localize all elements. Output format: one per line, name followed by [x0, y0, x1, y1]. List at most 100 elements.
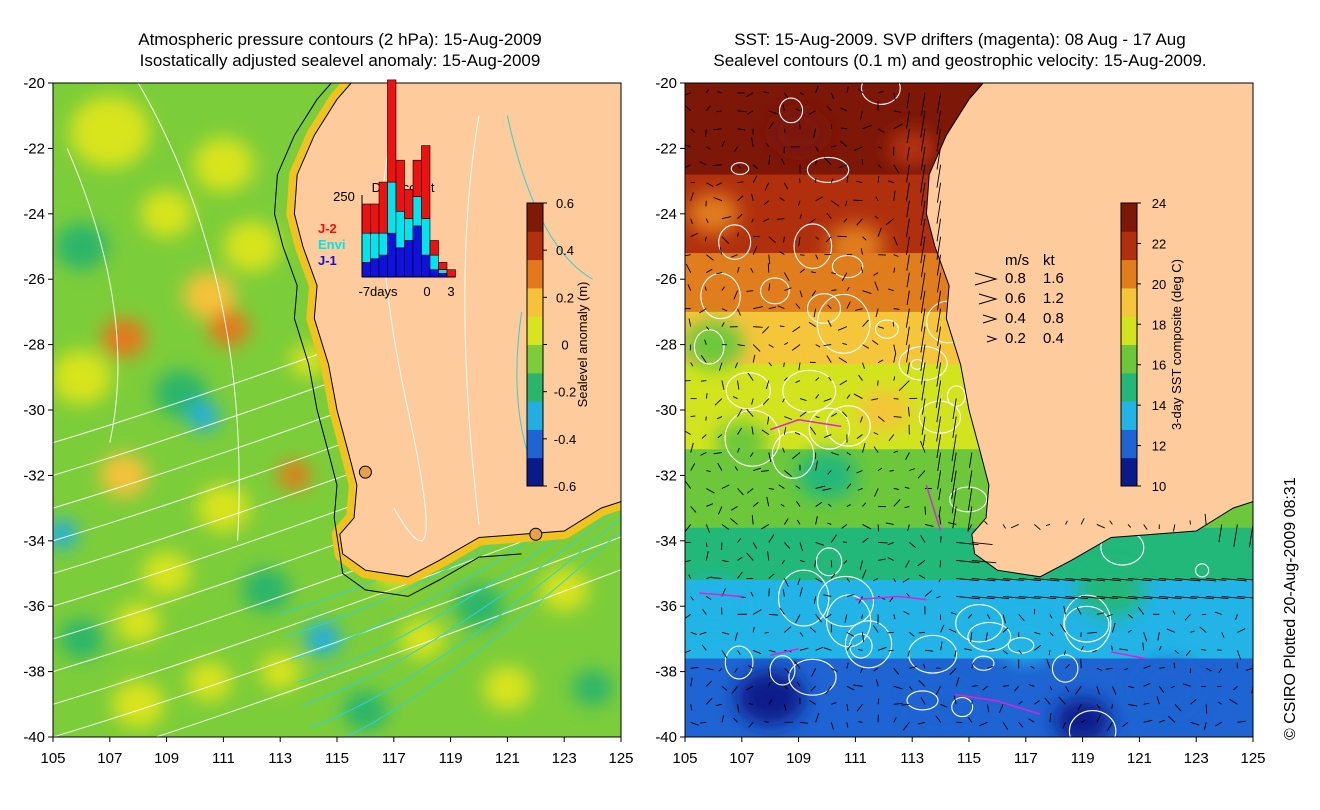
velocity-arrow — [936, 200, 942, 224]
y-tick-label: -30 — [23, 402, 45, 419]
velocity-arrow — [1214, 611, 1222, 615]
sst-patch — [857, 389, 910, 431]
velocity-arrow — [1077, 704, 1082, 711]
colorbar-tick-label: -0.2 — [554, 385, 576, 400]
velocity-arrow — [921, 416, 926, 435]
velocity-arrow — [1059, 623, 1066, 633]
velocity-legend-header: kt — [1043, 252, 1056, 269]
histogram-bar — [429, 269, 439, 278]
velocity-arrow — [893, 267, 896, 273]
sealevel-contour — [817, 575, 875, 627]
velocity-arrow — [764, 182, 770, 191]
velocity-arrow — [1233, 685, 1238, 691]
velocity-arrow — [823, 647, 832, 651]
velocity-arrow — [1127, 577, 1152, 582]
colorbar-segment — [527, 457, 543, 487]
sealevel-contour — [1051, 654, 1079, 683]
velocity-arrow — [846, 483, 852, 489]
velocity-arrow — [873, 272, 879, 276]
velocity-arrow — [893, 398, 899, 400]
velocity-arrow — [831, 412, 838, 417]
sealevel-contour — [725, 371, 771, 410]
velocity-arrow — [1010, 524, 1019, 529]
velocity-arrow — [841, 524, 848, 529]
sst-patch — [685, 582, 744, 631]
velocity-arrow — [685, 649, 691, 654]
velocity-arrow — [904, 486, 910, 489]
velocity-arrow — [861, 266, 863, 273]
velocity-arrow — [1002, 524, 1006, 529]
colorbar-tick-label: 0.2 — [556, 290, 574, 305]
velocity-arrow — [784, 542, 791, 550]
histogram-x-label: 0 — [423, 284, 430, 299]
velocity-arrow — [873, 432, 879, 435]
velocity-arrow — [1124, 667, 1129, 671]
velocity-arrow — [948, 522, 957, 525]
anomaly-patch — [455, 584, 503, 628]
velocity-arrow — [766, 496, 770, 507]
velocity-arrow — [1159, 719, 1165, 723]
velocity-arrow — [1190, 577, 1217, 582]
velocity-arrow — [893, 376, 896, 381]
velocity-arrow — [936, 92, 942, 114]
sealevel-contour — [949, 486, 988, 513]
velocity-arrow — [700, 452, 707, 456]
velocity-arrow — [705, 524, 711, 533]
velocity-arrow — [746, 488, 754, 494]
velocity-arrow — [734, 632, 738, 641]
velocity-arrow — [716, 416, 723, 420]
anomaly-patch — [53, 519, 78, 549]
velocity-arrow — [1081, 720, 1086, 723]
velocity-arrow — [706, 503, 714, 507]
histogram-bar — [361, 232, 371, 263]
velocity-arrow — [813, 596, 817, 604]
velocity-arrow — [862, 362, 865, 369]
colorbar-segment — [527, 287, 543, 317]
velocity-arrow — [877, 146, 883, 149]
velocity-arrow — [1236, 650, 1241, 660]
colorbar-segment — [1121, 231, 1137, 261]
anomaly-patch — [483, 666, 532, 710]
colorbar-segment — [1121, 401, 1137, 430]
velocity-arrow — [1034, 595, 1057, 600]
y-tick-label: -32 — [23, 467, 45, 484]
velocity-arrow — [862, 344, 870, 349]
sst-band — [685, 527, 1253, 582]
velocity-arrow — [826, 355, 832, 363]
velocity-arrow — [752, 175, 758, 183]
anomaly-patch — [112, 680, 165, 728]
velocity-arrow — [937, 470, 942, 490]
anomaly-patch — [59, 619, 104, 659]
sst-patch — [827, 224, 884, 269]
x-tick-label: 117 — [1014, 750, 1038, 767]
velocity-arrow — [734, 668, 738, 673]
velocity-arrow — [920, 326, 926, 353]
velocity-arrow — [737, 181, 744, 184]
velocity-arrow — [893, 344, 897, 355]
shelf-contour — [273, 83, 602, 597]
velocity-arrow — [784, 272, 790, 281]
velocity-arrow — [856, 704, 863, 712]
velocity-arrow — [906, 290, 910, 306]
velocity-arrow — [853, 199, 863, 202]
velocity-arrow — [799, 586, 803, 597]
y-tick-label: -24 — [655, 206, 677, 223]
velocity-arrow — [1174, 577, 1201, 582]
colorbar-frame — [1120, 202, 1138, 487]
velocity-arrow — [936, 128, 942, 152]
velocity-arrow — [846, 685, 855, 691]
velocity-arrow — [715, 182, 723, 186]
x-tick-label: 119 — [439, 750, 463, 767]
colorbar-segment — [1121, 372, 1137, 402]
velocity-arrow — [862, 236, 867, 241]
sea-anomaly-field — [53, 96, 613, 731]
colorbar-tick-label: 0.6 — [556, 196, 574, 211]
sealevel-contour — [760, 277, 790, 305]
velocity-arrow — [783, 427, 787, 435]
velocity-arrow — [730, 506, 738, 511]
velocity-arrow — [737, 213, 743, 220]
velocity-arrow — [827, 320, 832, 327]
velocity-arrow — [779, 607, 785, 615]
velocity-arrow — [1252, 703, 1253, 705]
sealevel-contour — [815, 547, 843, 577]
